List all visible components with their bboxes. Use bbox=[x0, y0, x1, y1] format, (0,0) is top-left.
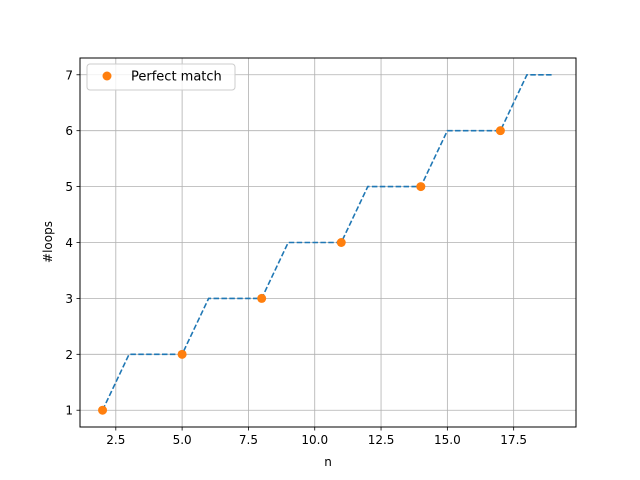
legend: Perfect match bbox=[86, 63, 236, 91]
legend-box bbox=[86, 63, 236, 91]
data-point bbox=[495, 126, 505, 136]
y-tick-label: 5 bbox=[65, 180, 73, 194]
x-tick-label: 10.0 bbox=[301, 433, 328, 447]
data-point bbox=[177, 349, 187, 359]
x-axis: 2.5 5.0 7.5 10.0 12.5 15.0 17.5 bbox=[106, 427, 527, 447]
data-point bbox=[98, 405, 108, 415]
x-tick-label: 17.5 bbox=[500, 433, 527, 447]
legend-label: Perfect match bbox=[131, 70, 222, 85]
y-tick-label: 2 bbox=[65, 348, 73, 362]
data-point bbox=[336, 238, 346, 247]
legend-marker bbox=[102, 71, 112, 81]
x-tick-label: 2.5 bbox=[106, 433, 125, 447]
y-tick-label: 6 bbox=[65, 124, 73, 138]
y-tick-label: 4 bbox=[65, 236, 73, 250]
x-tick-label: 5.0 bbox=[173, 433, 192, 447]
y-tick-label: 7 bbox=[65, 68, 73, 82]
y-tick-label: 3 bbox=[65, 292, 73, 306]
x-axis-label: n bbox=[324, 455, 332, 469]
y-axis-label: #loops bbox=[41, 221, 55, 263]
y-tick-label: 1 bbox=[65, 404, 73, 418]
series-markers-group bbox=[98, 126, 505, 415]
x-tick-label: 7.5 bbox=[239, 433, 258, 447]
x-tick-label: 12.5 bbox=[368, 433, 395, 447]
y-axis: 1 2 3 4 5 6 7 bbox=[65, 68, 80, 418]
data-point bbox=[416, 182, 426, 192]
x-tick-label: 15.0 bbox=[434, 433, 461, 447]
data-point bbox=[257, 293, 267, 303]
